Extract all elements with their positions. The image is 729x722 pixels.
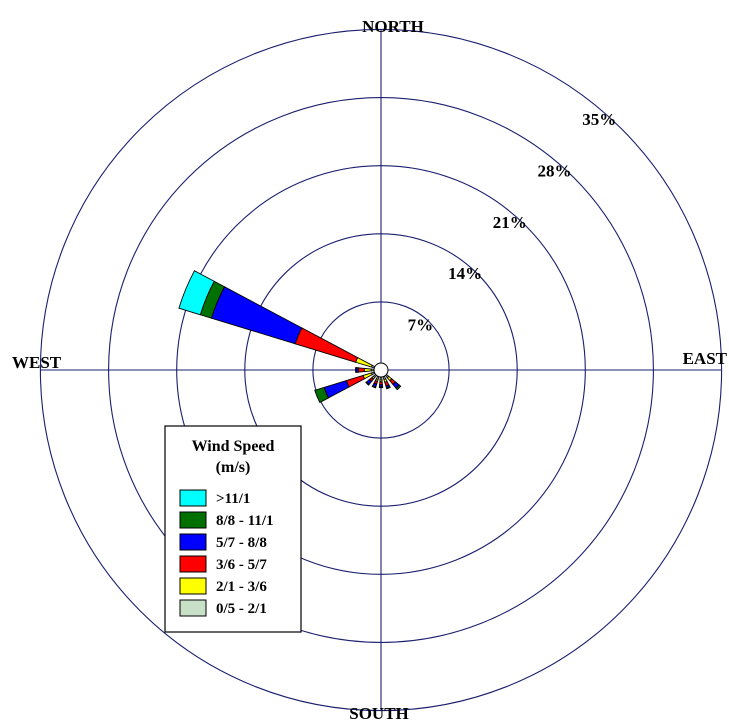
petal-247.5-bin-3 bbox=[323, 380, 350, 399]
legend-swatch-2 bbox=[179, 533, 207, 551]
petal-247.5-bin-2 bbox=[345, 374, 366, 388]
ring-label-35: 35% bbox=[582, 110, 616, 129]
petal-225-bin-4 bbox=[365, 381, 370, 386]
petal-270-bin-2 bbox=[357, 367, 365, 373]
wind-petals bbox=[178, 270, 402, 404]
legend-label-2: 5/7 - 8/8 bbox=[216, 535, 267, 551]
legend-label-1: 8/8 - 11/1 bbox=[216, 513, 274, 529]
legend-swatch-5 bbox=[179, 599, 207, 617]
ring-label-7: 7% bbox=[408, 316, 434, 335]
legend-label-4: 2/1 - 3/6 bbox=[216, 579, 267, 595]
legend-swatch-0 bbox=[179, 489, 207, 507]
ring-percent-labels: 7% 14% 21% 28% 35% bbox=[408, 110, 617, 335]
ring-label-21: 21% bbox=[493, 213, 527, 232]
petal-292.5-bin-3 bbox=[210, 286, 303, 345]
legend-swatch-3 bbox=[179, 555, 207, 573]
direction-label-north: NORTH bbox=[362, 17, 424, 36]
legend-subtitle: (m/s) bbox=[216, 459, 251, 476]
legend: Wind Speed (m/s) >11/1 8/8 - 11/1 5/7 - 8/… bbox=[164, 425, 302, 633]
legend-box bbox=[164, 425, 302, 633]
petal-180-bin-4 bbox=[378, 386, 384, 389]
legend-label-0: >11/1 bbox=[216, 491, 250, 507]
petal-202.5-bin-4 bbox=[371, 385, 377, 389]
direction-label-east: EAST bbox=[683, 349, 728, 368]
ring-label-14: 14% bbox=[448, 264, 482, 283]
petal-292.5-bin-2 bbox=[294, 327, 359, 363]
legend-label-3: 3/6 - 5/7 bbox=[216, 557, 267, 573]
direction-label-south: SOUTH bbox=[349, 704, 409, 722]
legend-label-5: 0/5 - 2/1 bbox=[216, 601, 267, 617]
legend-items: >11/1 8/8 - 11/1 5/7 - 8/8 3/6 - 5/7 2/1 - 3… bbox=[179, 489, 274, 617]
ring-label-28: 28% bbox=[538, 161, 572, 180]
petal-292.5-bin-5 bbox=[178, 270, 215, 316]
legend-swatch-4 bbox=[179, 577, 207, 595]
legend-title: Wind Speed bbox=[192, 438, 275, 455]
ring-35 bbox=[39, 28, 723, 712]
calm-center-circle bbox=[373, 362, 389, 378]
petal-292.5-bin-1 bbox=[355, 356, 373, 368]
petal-135-bin-4 bbox=[395, 384, 402, 391]
petal-270-bin-4 bbox=[355, 367, 358, 373]
petal-157.5-bin-4 bbox=[385, 385, 391, 390]
legend-swatch-1 bbox=[179, 511, 207, 529]
petal-270-bin-1 bbox=[363, 367, 372, 373]
direction-label-west: WEST bbox=[12, 353, 62, 372]
petal-247.5-bin-4 bbox=[314, 386, 330, 404]
